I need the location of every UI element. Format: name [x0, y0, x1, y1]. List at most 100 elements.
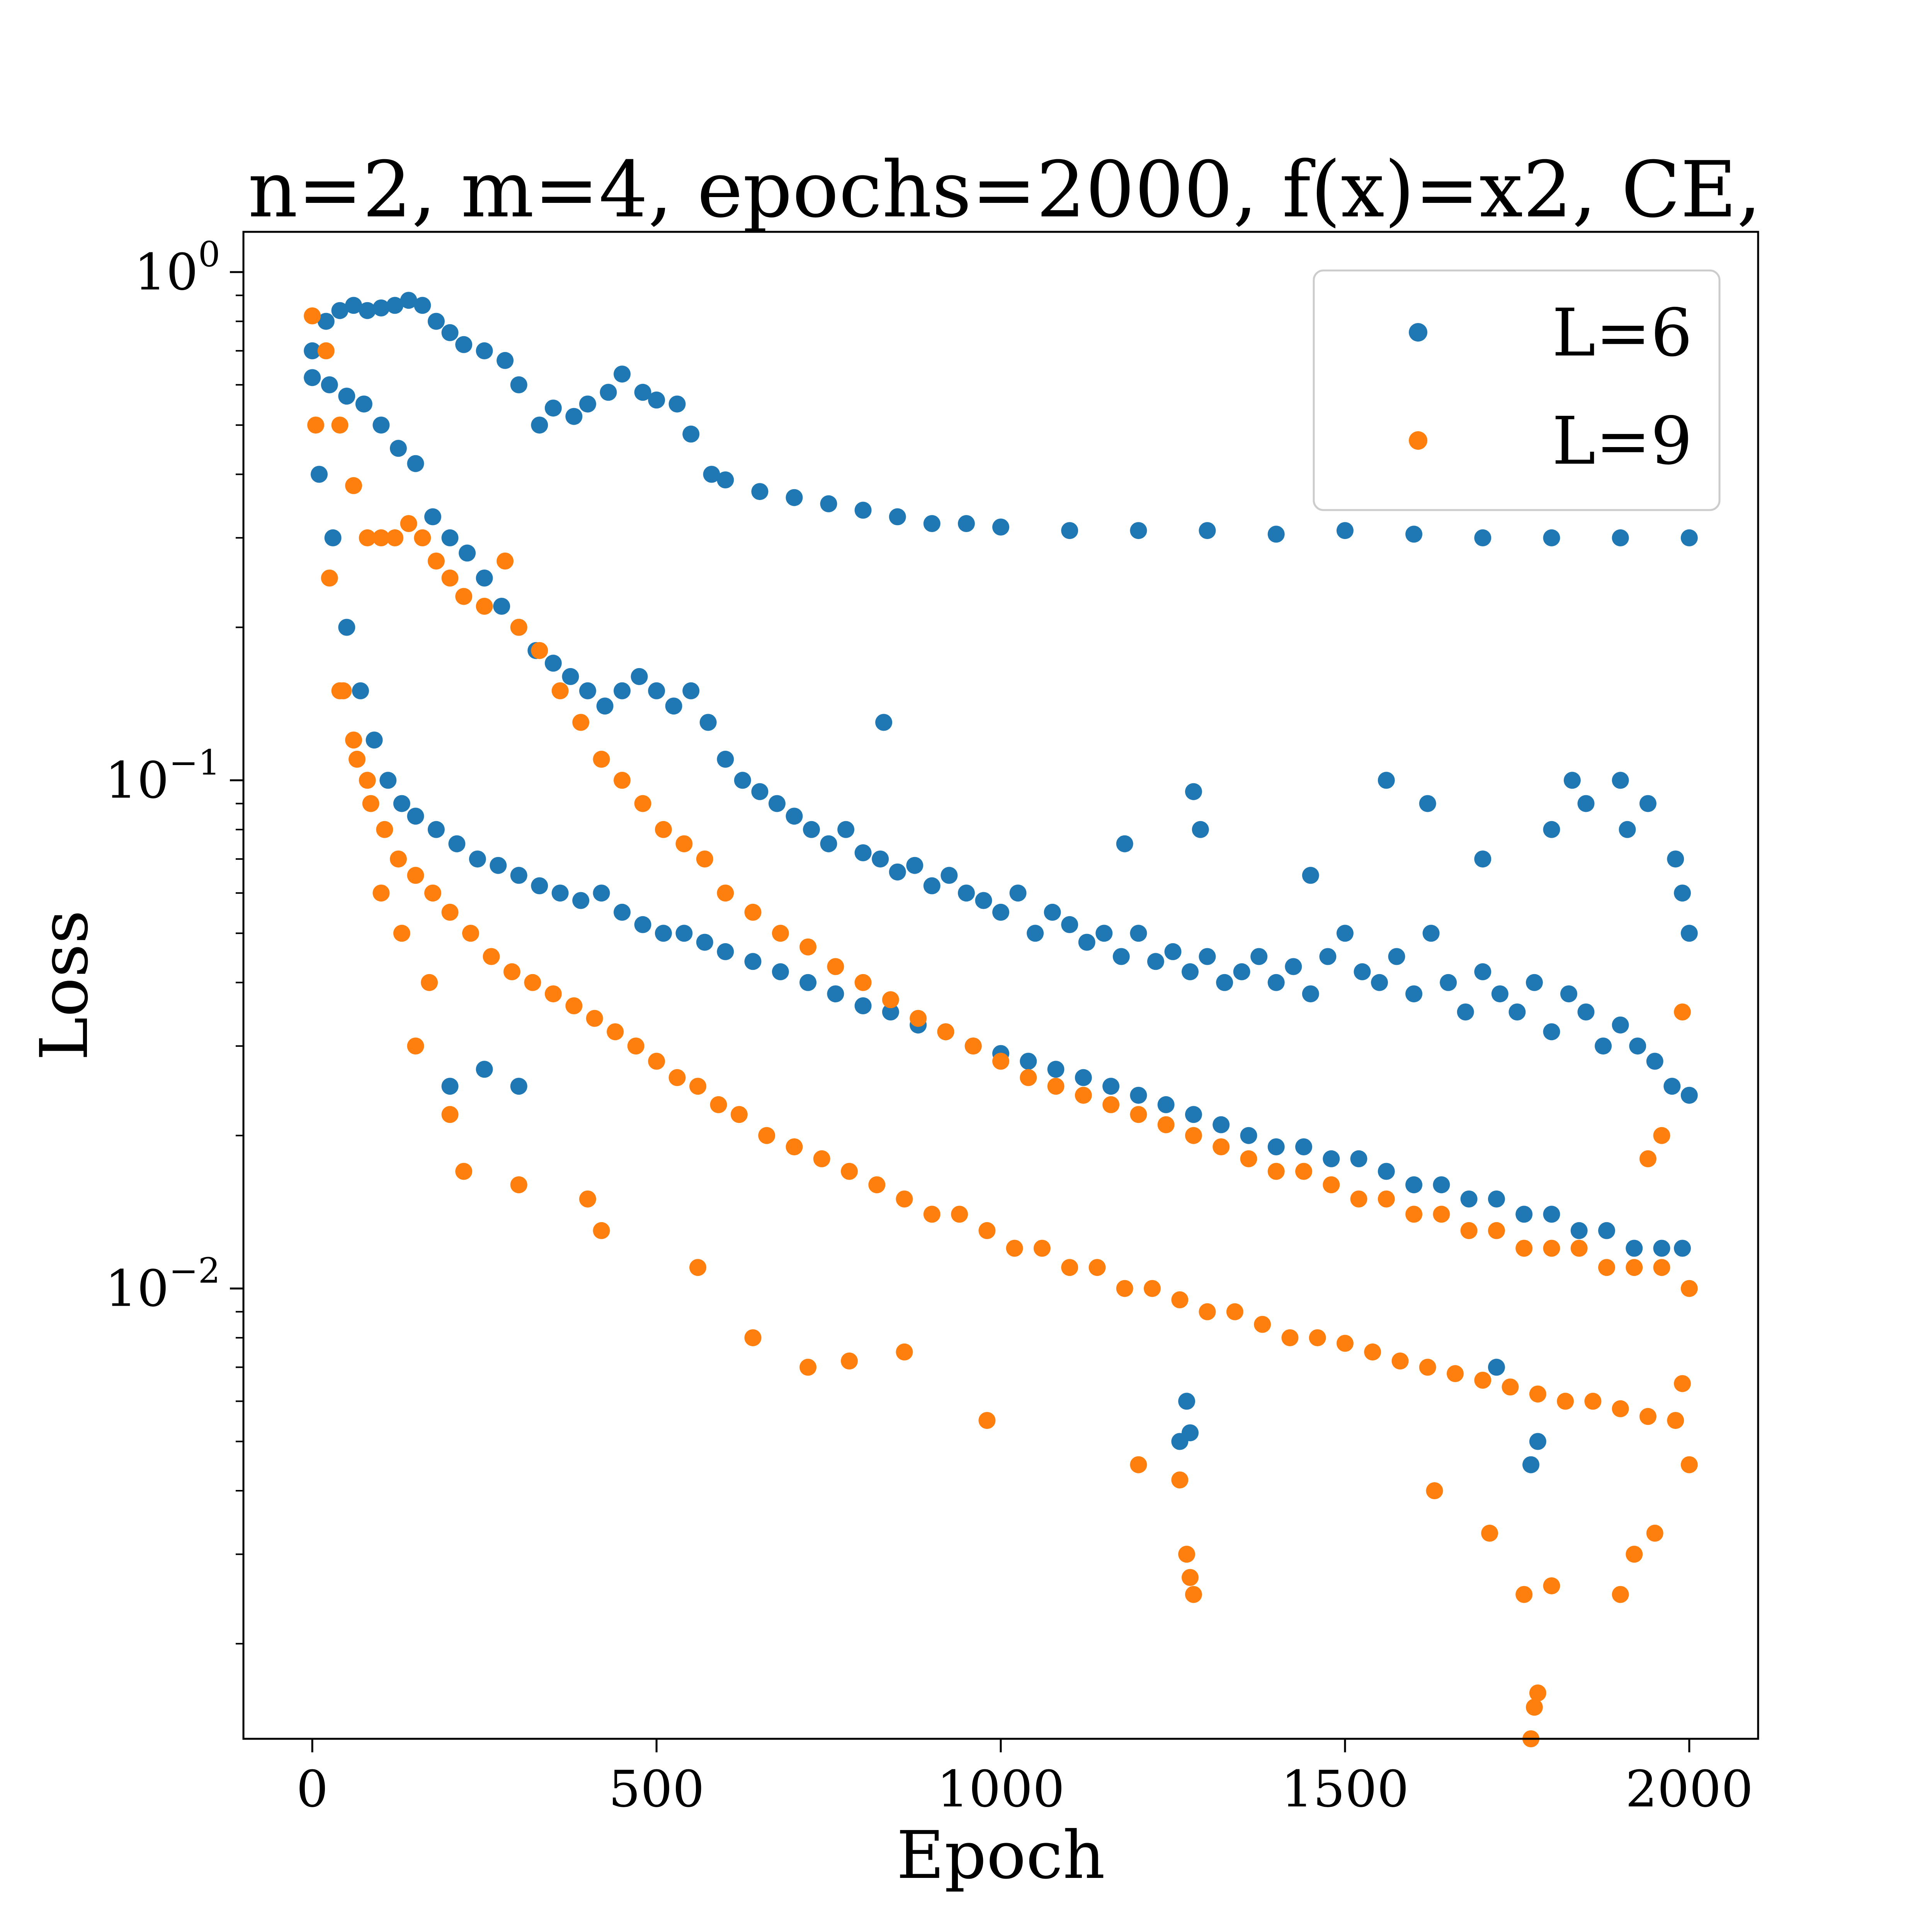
scatter-point	[1378, 1190, 1395, 1208]
scatter-point	[957, 884, 975, 902]
scatter-point	[627, 1037, 645, 1055]
scatter-point	[910, 1010, 927, 1027]
scatter-point	[1529, 1684, 1546, 1702]
scatter-point	[497, 553, 514, 570]
scatter-point	[1281, 1329, 1299, 1347]
scatter-point	[349, 750, 366, 768]
scatter-point	[1584, 1393, 1602, 1410]
scatter-point	[372, 299, 390, 316]
scatter-point	[696, 934, 713, 951]
scatter-point	[579, 682, 596, 699]
legend: L=6L=9	[1313, 269, 1721, 511]
scatter-point	[786, 1138, 803, 1155]
scatter-point	[1422, 925, 1440, 942]
scatter-point	[1216, 974, 1233, 991]
scatter-point	[510, 867, 527, 884]
scatter-point	[992, 519, 1009, 536]
scatter-point	[1020, 1053, 1037, 1070]
scatter-point	[1130, 1087, 1147, 1104]
scatter-point	[1240, 1150, 1257, 1167]
scatter-point	[1612, 529, 1629, 546]
scatter-point	[1336, 925, 1354, 942]
scatter-point	[551, 682, 569, 699]
y-tick-label: 10−2	[105, 1251, 220, 1318]
scatter-point	[379, 772, 397, 789]
scatter-point	[889, 508, 906, 526]
scatter-point	[331, 302, 349, 319]
scatter-point	[1563, 772, 1581, 789]
scatter-point	[1088, 1259, 1106, 1276]
scatter-point	[937, 1023, 954, 1041]
scatter-point	[1182, 1569, 1199, 1586]
scatter-point	[696, 850, 713, 868]
scatter-point	[1595, 1037, 1612, 1055]
scatter-point	[1491, 985, 1509, 1003]
scatter-point	[1515, 1586, 1533, 1603]
scatter-point	[1336, 522, 1354, 539]
scatter-point	[799, 974, 817, 991]
scatter-point	[1474, 529, 1492, 546]
scatter-point	[648, 1053, 665, 1070]
scatter-point	[1570, 1240, 1588, 1257]
scatter-point	[1488, 1359, 1505, 1376]
scatter-point	[717, 471, 734, 488]
scatter-point	[338, 619, 355, 636]
scatter-point	[414, 297, 431, 314]
scatter-point	[906, 857, 923, 874]
scatter-point	[359, 529, 376, 546]
scatter-point	[441, 1106, 459, 1123]
scatter-point	[1350, 1150, 1367, 1167]
scatter-point	[1419, 795, 1436, 812]
scatter-point	[1626, 1259, 1643, 1276]
scatter-point	[1646, 1524, 1663, 1542]
scatter-point	[1626, 1240, 1643, 1257]
scatter-point	[744, 1329, 762, 1347]
scatter-point	[634, 795, 651, 812]
scatter-point	[1598, 1259, 1615, 1276]
scatter-point	[427, 821, 445, 838]
scatter-point	[1653, 1240, 1670, 1257]
scatter-point	[648, 682, 665, 699]
scatter-point	[614, 772, 631, 789]
scatter-point	[1302, 985, 1319, 1003]
scatter-point	[1543, 1206, 1560, 1223]
scatter-point	[324, 529, 342, 546]
scatter-point	[896, 1190, 913, 1208]
scatter-point	[317, 313, 335, 330]
scatter-point	[1391, 1352, 1409, 1370]
scatter-point	[1178, 1393, 1196, 1410]
scatter-point	[820, 835, 837, 852]
scatter-point	[1543, 821, 1560, 838]
scatter-point	[1447, 1365, 1464, 1382]
scatter-point	[1667, 850, 1684, 868]
scatter-point	[362, 795, 379, 812]
scatter-point	[1474, 850, 1492, 868]
scatter-point	[510, 1078, 527, 1095]
scatter-point	[1267, 526, 1285, 543]
scatter-point	[1612, 1586, 1629, 1603]
scatter-point	[510, 376, 527, 393]
scatter-point	[1095, 925, 1113, 942]
scatter-point	[751, 483, 769, 500]
scatter-point	[1488, 1222, 1505, 1239]
scatter-point	[359, 772, 376, 789]
scatter-point	[1509, 1003, 1526, 1020]
scatter-point	[1543, 1577, 1560, 1595]
y-tick-label: 10−1	[105, 742, 220, 810]
scatter-point	[1009, 884, 1027, 902]
scatter-point	[1557, 1393, 1574, 1410]
scatter-point	[331, 417, 349, 434]
scatter-point	[421, 974, 438, 991]
scatter-point	[699, 714, 717, 731]
scatter-point	[544, 655, 562, 672]
scatter-point	[682, 682, 700, 699]
scatter-point	[614, 682, 631, 699]
scatter-point	[717, 884, 734, 902]
scatter-point	[427, 553, 445, 570]
scatter-point	[304, 307, 321, 325]
scatter-point	[1680, 925, 1698, 942]
scatter-point	[1680, 1456, 1698, 1473]
scatter-point	[1667, 1412, 1684, 1429]
scatter-point	[957, 515, 975, 532]
scatter-point	[1213, 1116, 1230, 1133]
